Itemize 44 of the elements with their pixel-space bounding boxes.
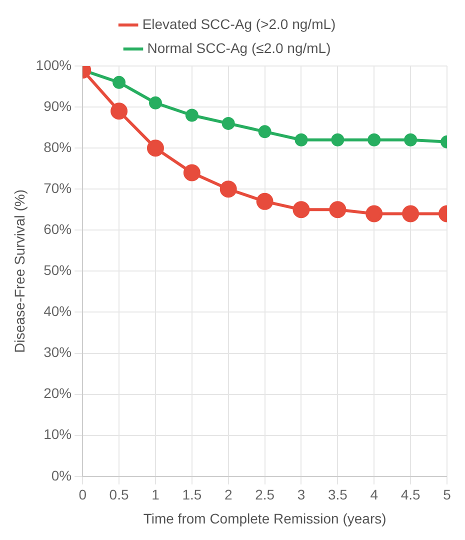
x-tick-label: 2.5 — [255, 486, 275, 503]
y-tick-label: 20% — [44, 385, 72, 402]
point — [404, 133, 418, 146]
point — [146, 140, 164, 157]
x-tick-label: 1.5 — [182, 486, 202, 503]
x-tick-label: 1 — [152, 486, 160, 503]
x-tick-label: 5 — [443, 486, 452, 503]
point — [366, 205, 383, 222]
legend-label: Elevated SCC-Ag (>2.0 ng/mL) — [142, 16, 336, 32]
x-tick-label: 2 — [224, 486, 232, 503]
point — [368, 133, 381, 146]
y-tick-label: 0% — [51, 467, 72, 484]
y-tick-label: 60% — [44, 221, 72, 238]
x-tick-label: 4 — [370, 486, 378, 503]
x-tick-label: 0.5 — [109, 486, 129, 503]
legend-label: Normal SCC-Ag (≤2.0 ng/mL) — [147, 40, 331, 56]
x-tick-label: 3.5 — [328, 486, 348, 503]
point — [402, 205, 420, 222]
x-tick-label: 0 — [78, 486, 87, 503]
point — [258, 125, 272, 138]
y-tick-label: 50% — [44, 262, 72, 278]
y-tick-label: 10% — [44, 426, 72, 442]
point — [112, 76, 126, 89]
x-tick-label: 4.5 — [400, 486, 420, 503]
point — [222, 116, 235, 130]
point — [329, 201, 346, 218]
x-axis-title: Time from Complete Remission (years) — [143, 510, 386, 526]
point — [256, 192, 274, 210]
point — [294, 133, 308, 146]
point — [185, 108, 198, 122]
point — [183, 164, 200, 182]
point — [148, 96, 162, 110]
y-tick-label: 40% — [44, 303, 72, 320]
y-tick-label: 30% — [44, 344, 72, 360]
y-tick-label: 80% — [44, 138, 72, 155]
y-tick-label: 90% — [44, 98, 72, 114]
y-tick-label: 70% — [44, 180, 72, 196]
point — [331, 133, 344, 146]
point — [110, 102, 128, 120]
x-tick-label: 3 — [297, 486, 306, 503]
point — [292, 201, 310, 218]
point — [220, 180, 237, 198]
y-axis-title: Disease-Free Survival (%) — [11, 190, 28, 353]
y-tick-label: 100% — [36, 56, 72, 73]
